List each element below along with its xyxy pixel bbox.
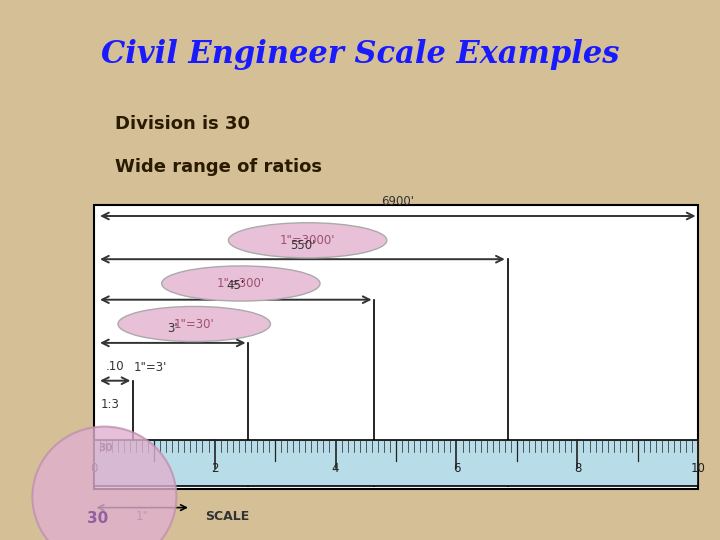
Bar	[94, 440, 698, 486]
Text: 30: 30	[86, 511, 108, 526]
Ellipse shape	[32, 427, 176, 540]
Text: 45': 45'	[227, 279, 245, 292]
Text: 6: 6	[453, 462, 460, 475]
Text: 1": 1"	[136, 510, 148, 523]
Text: Civil Engineer Scale Examples: Civil Engineer Scale Examples	[101, 38, 619, 70]
Text: 1:3: 1:3	[100, 399, 120, 411]
Text: 10: 10	[691, 462, 706, 475]
Text: 1"=300': 1"=300'	[217, 277, 265, 290]
Bar	[94, 205, 698, 489]
Text: 4: 4	[332, 462, 339, 475]
Text: 30: 30	[98, 443, 112, 454]
Text: 3': 3'	[168, 322, 178, 335]
Text: 2: 2	[211, 462, 218, 475]
Text: 1"=3000': 1"=3000'	[280, 234, 336, 247]
Text: 6900': 6900'	[382, 195, 414, 208]
Text: 1"=3': 1"=3'	[133, 361, 167, 374]
Text: 0: 0	[90, 462, 97, 475]
Ellipse shape	[161, 266, 320, 301]
Text: Wide range of ratios: Wide range of ratios	[115, 158, 323, 177]
Text: Division is 30: Division is 30	[115, 115, 251, 133]
Text: 8: 8	[574, 462, 581, 475]
Ellipse shape	[118, 306, 271, 342]
Text: 1"=30': 1"=30'	[174, 318, 215, 330]
Text: SCALE: SCALE	[205, 510, 249, 523]
Text: .10: .10	[106, 360, 125, 373]
Ellipse shape	[228, 222, 387, 258]
Text: 550': 550'	[289, 239, 315, 252]
